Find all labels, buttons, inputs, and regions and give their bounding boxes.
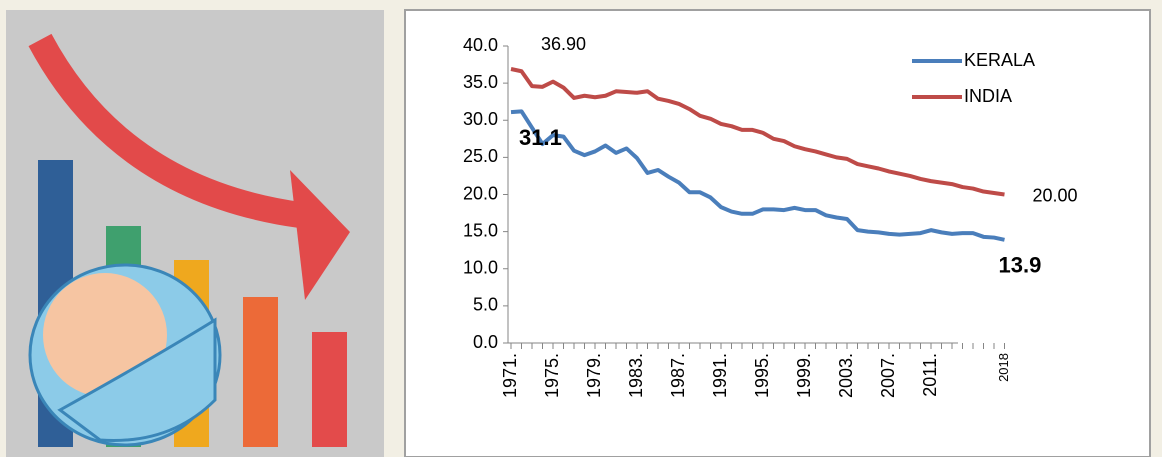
x-tick-label: 1983.: [626, 353, 646, 398]
y-tick-label: 20.0: [463, 183, 498, 203]
y-tick-label: 35.0: [463, 72, 498, 92]
x-tick-label: 1971.: [500, 353, 520, 398]
page: 0.0 5.0 10.0 15.0 20.0 25.0 30.0 35.0 40.0 1971. 1…: [0, 0, 1162, 457]
x-tick-label: 1979.: [584, 353, 604, 398]
x-tick-label: 2011.: [920, 353, 940, 397]
screen: 0.0 5.0 10.0 15.0 20.0 25.0 30.0 35.0 40.0 1971. 1…: [0, 0, 1162, 457]
illustration: [6, 10, 384, 457]
x-tick-label: 1995.: [752, 353, 772, 398]
x-tick-label: 1987.: [668, 353, 688, 398]
y-tick-label: 30.0: [463, 109, 498, 129]
data-label: 31.1: [519, 125, 562, 150]
y-tick-label: 40.0: [463, 35, 498, 55]
legend-label: INDIA: [964, 86, 1012, 106]
x-tick-label: 2007.: [878, 353, 898, 398]
y-tick-label: 15.0: [463, 220, 498, 240]
data-label: 13.9: [999, 253, 1042, 278]
deco-bar: [243, 297, 278, 447]
x-tick-label: 1999.: [794, 353, 814, 398]
y-tick-label: 5.0: [473, 295, 498, 315]
legend-label: KERALA: [964, 50, 1035, 70]
deco-bar: [312, 332, 347, 447]
x-tick-label: 1975.: [542, 353, 562, 398]
x-tick-label: 1991.: [710, 353, 730, 398]
data-label: 36.90: [541, 34, 586, 54]
y-tick-label: 0.0: [473, 332, 498, 352]
y-tick-label: 25.0: [463, 146, 498, 166]
x-tick-label: 2003.: [836, 353, 856, 398]
data-label: 20.00: [1033, 185, 1078, 205]
y-tick-label: 10.0: [463, 258, 498, 278]
x-tick-label: 2018: [996, 353, 1011, 382]
